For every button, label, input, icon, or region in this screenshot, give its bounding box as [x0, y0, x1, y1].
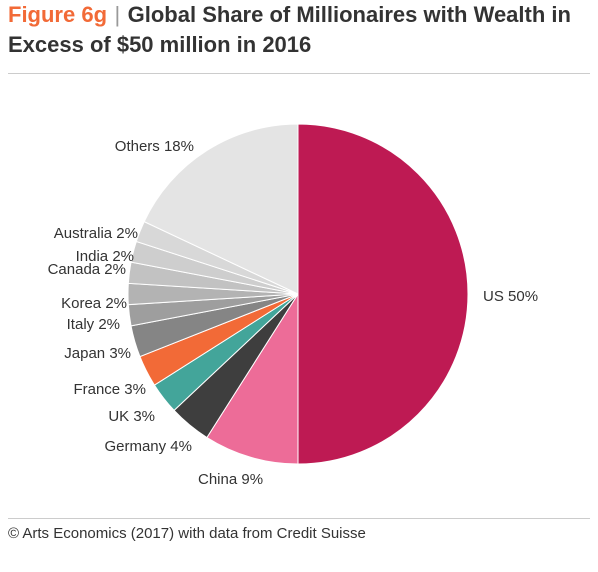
slice-label-uk: UK 3% — [108, 409, 155, 424]
slice-label-china: China 9% — [198, 472, 263, 487]
pie-chart: US 50% China 9% Germany 4% UK 3% France 3% Ja… — [8, 74, 590, 504]
title-separator: | — [111, 2, 123, 27]
slice-label-others: Others 18% — [115, 139, 194, 154]
pie-slice-us — [298, 124, 468, 464]
slice-label-france: France 3% — [73, 382, 146, 397]
chart-source-footer: © Arts Economics (2017) with data from C… — [8, 519, 590, 542]
slice-label-japan: Japan 3% — [64, 346, 131, 361]
slice-label-australia: Australia 2% — [54, 226, 138, 241]
slice-label-germany: Germany 4% — [104, 439, 192, 454]
slice-label-india: India 2% — [76, 249, 134, 264]
figure-label: Figure 6g — [8, 2, 107, 27]
slice-label-italy: Italy 2% — [67, 317, 120, 332]
chart-title-block: Figure 6g | Global Share of Millionaires… — [8, 0, 590, 59]
slice-label-korea: Korea 2% — [61, 296, 127, 311]
slice-label-us: US 50% — [483, 289, 538, 304]
